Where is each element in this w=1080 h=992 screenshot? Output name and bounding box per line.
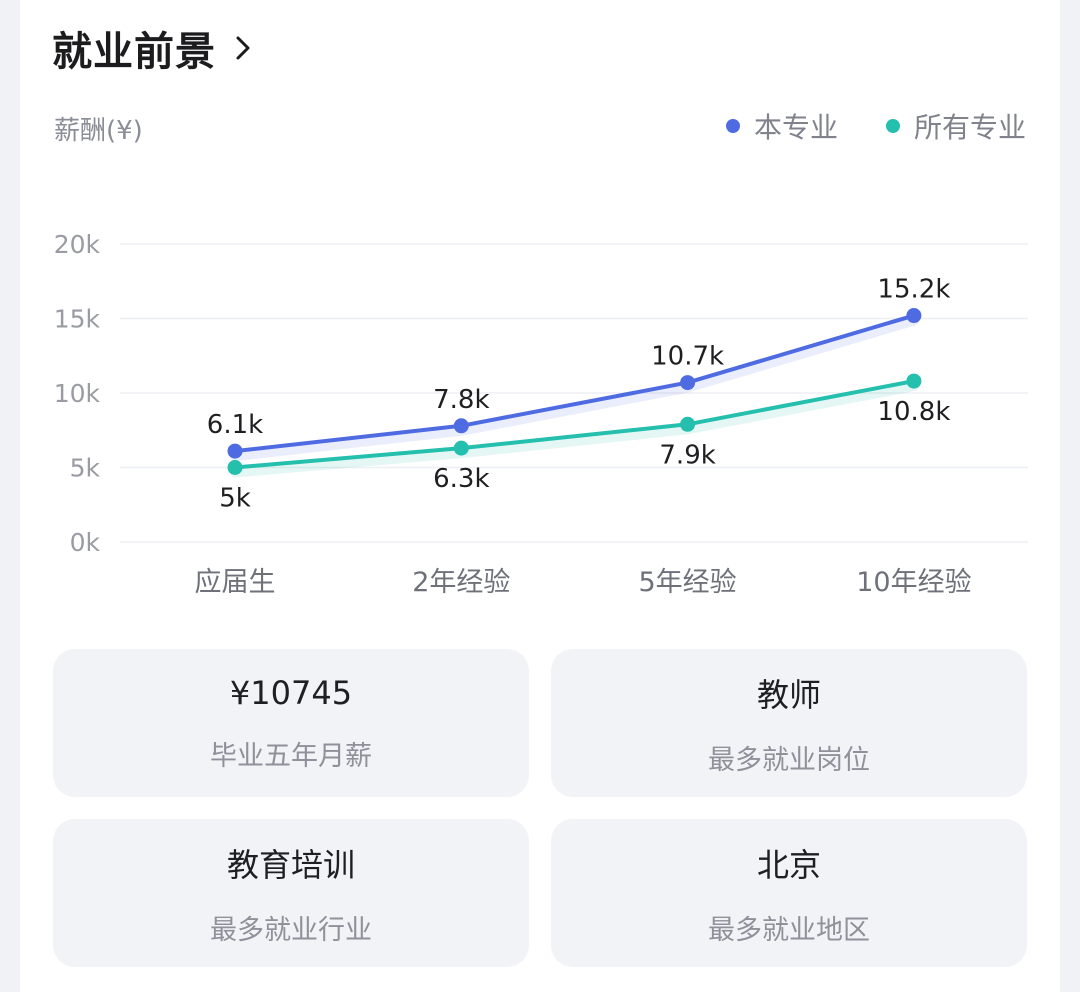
stat-label: 毕业五年月薪: [210, 740, 372, 772]
chart-legend: 本专业 所有专业: [725, 106, 1026, 146]
legend-item-all-majors: 所有专业: [885, 106, 1026, 146]
stat-value: ¥10745: [229, 673, 353, 712]
data-label: 6.3k: [433, 464, 489, 494]
x-tick-label: 2年经验: [412, 567, 510, 598]
data-label: 7.8k: [433, 385, 489, 415]
x-tick-label: 应届生: [195, 567, 276, 598]
stats-grid: ¥10745 毕业五年月薪 教师 最多就业岗位 教育培训 最多就业行业 北京 最…: [53, 649, 1027, 967]
y-tick-label: 15k: [54, 305, 101, 334]
data-label: 6.1k: [207, 410, 263, 440]
stat-value: 北京: [756, 845, 821, 884]
legend-label: 所有专业: [913, 111, 1026, 144]
stat-value: 教育培训: [226, 845, 355, 884]
legend-label: 本专业: [753, 111, 838, 144]
stat-label: 最多就业行业: [210, 914, 372, 946]
data-label: 7.9k: [659, 440, 715, 470]
stat-card-region: 北京 最多就业地区: [551, 819, 1027, 967]
y-tick-label: 0k: [70, 528, 101, 557]
stat-card-industry: 教育培训 最多就业行业: [53, 819, 529, 967]
section-title: 就业前景: [52, 29, 216, 75]
stat-value: 教师: [756, 675, 821, 714]
data-point: [906, 373, 922, 389]
legend-item-major: 本专业: [725, 106, 838, 146]
data-point: [453, 418, 469, 434]
stat-label: 最多就业岗位: [708, 744, 870, 776]
y-tick-label: 10k: [54, 379, 101, 408]
chevron-right-icon: [236, 36, 250, 60]
y-tick-label: 5k: [70, 454, 101, 483]
data-point: [227, 443, 243, 459]
data-point: [453, 440, 469, 456]
data-point: [680, 375, 696, 391]
data-point: [227, 460, 243, 475]
x-tick-label: 10年经验: [856, 567, 971, 598]
data-label: 5k: [219, 484, 251, 514]
legend-dot-icon: [725, 119, 740, 133]
series-shadow: [230, 381, 919, 478]
employment-prospects-card: 就业前景 薪酬(¥) 本专业 所有专业 0k 5k 10k 15k 20k 应届生 2年经验…: [20, 0, 1060, 992]
salary-line-chart: 0k 5k 10k 15k 20k 应届生 2年经验 5年经验 10年经验 6.1k 7.8k 10.…: [54, 230, 1028, 598]
x-tick-label: 5年经验: [639, 567, 737, 598]
y-axis-label: 薪酬(¥): [54, 116, 143, 146]
series-line: [233, 379, 916, 470]
data-point: [680, 416, 696, 432]
stat-card-salary: ¥10745 毕业五年月薪: [53, 649, 529, 797]
series-shadow: [230, 315, 919, 462]
data-label: 15.2k: [877, 275, 950, 305]
y-tick-label: 20k: [54, 230, 101, 259]
stat-card-position: 教师 最多就业岗位: [551, 649, 1027, 797]
section-header-link[interactable]: 就业前景: [52, 18, 256, 78]
data-label: 10.8k: [877, 397, 950, 427]
series-line: [233, 313, 916, 454]
legend-dot-icon: [885, 119, 900, 133]
stat-label: 最多就业地区: [708, 914, 870, 946]
data-label: 10.7k: [651, 342, 724, 372]
data-point: [906, 308, 922, 324]
